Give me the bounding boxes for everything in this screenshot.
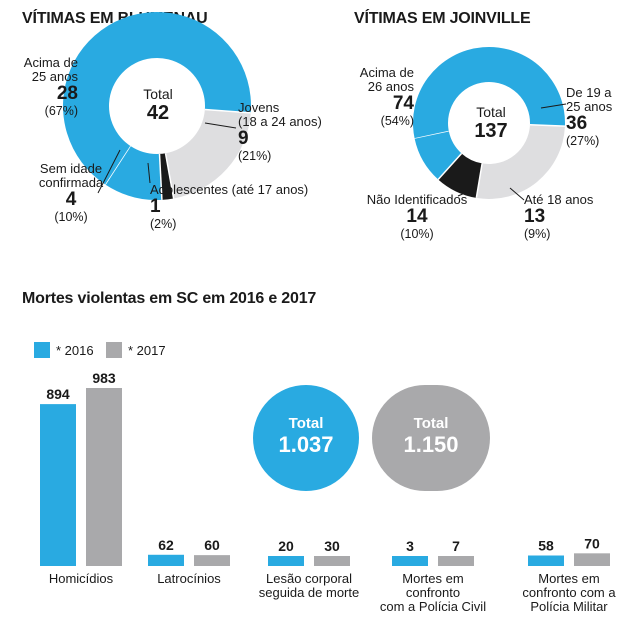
bar-value-label: 894 [46,386,70,402]
blumenau-total-label: Total [143,86,173,102]
bar-value-label: 7 [452,538,460,554]
category-label: Lesão corporal [266,571,352,586]
bar-value-label: 20 [278,538,294,554]
slice-separator [475,163,483,199]
bar [86,388,122,566]
slice-separator [204,108,251,114]
donut-slice [159,153,174,200]
slice-separator [164,153,175,199]
bar-chart-title: Mortes violentas em SC em 2016 e 2017 [22,290,317,307]
joinville-slice-label: De 19 a 25 anos 36 (27%) [566,85,613,149]
bar [528,555,564,566]
blumenau-total-value: 42 [146,102,170,124]
joinville-total-value: 137 [474,120,508,142]
category-label: Mortes em [538,571,599,586]
joinville-total-label: Total [476,104,506,120]
bar-value-label: 70 [584,535,600,551]
bar [194,555,230,566]
total-2017-circle: Total 1.150 [372,385,490,491]
joinville-title: VÍTIMAS EM JOINVILLE [354,10,531,27]
legend-item-2016: * 2016 [34,342,94,358]
joinville-slice-label: Acima de 26 anos 74 (54%) [359,65,414,129]
bar-value-label: 3 [406,538,414,554]
joinville-slice-label: Não Identificados 14 (10%) [366,192,468,242]
legend-swatch [34,342,50,358]
total-2017-value: 1.150 [403,432,459,457]
category-label: confronto [406,585,460,600]
leader-line [509,187,525,201]
blumenau-slice-label: Acima de 25 anos 28 (67%) [23,55,78,119]
leader-line [204,122,237,129]
donut-slice [438,153,483,198]
leader-line [147,162,151,184]
bar [40,404,76,566]
donut-slice [63,12,252,185]
slice-separator [529,123,565,127]
total-2016-circle: Total 1.037 [253,385,359,491]
slice-separator [158,153,163,200]
bar [438,556,474,566]
slice-separator [437,152,463,180]
category-label: seguida de morte [259,585,359,600]
leader-line [540,103,567,109]
bar-value-label: 983 [92,370,116,386]
joinville-slice-label: Até 18 anos 13 (9%) [524,192,594,242]
bar-value-label: 30 [324,538,340,554]
total-2016-label: Total [288,415,324,432]
total-2016-value: 1.037 [278,432,334,457]
category-label: Homicídios [49,571,114,586]
donut-slice [105,146,162,200]
blumenau-slice-label: Jovens (18 a 24 anos) 9 (21%) [238,100,322,164]
donut-slice [165,109,251,199]
bar [574,553,610,566]
bar-value-label: 60 [204,537,220,553]
blumenau-slice-label: Adolescentes (até 17 anos) 1 (2%) [150,182,309,232]
category-label: confronto com a [522,585,616,600]
category-label: Mortes em [402,571,463,586]
leader-line [97,149,121,194]
bar-value-label: 62 [158,537,174,553]
donut-slice [476,124,565,200]
category-label: com a Polícia Civil [380,599,486,614]
bar-value-label: 58 [538,537,554,553]
total-2017-label: Total [413,415,449,432]
bar [268,556,304,566]
bar [314,556,350,566]
donut-slice [413,46,565,139]
legend-swatch [106,342,122,358]
category-label: Latrocínios [157,571,221,586]
blumenau-slice-label: Sem idade confirmada 4 (10%) [38,161,104,225]
leader-line [457,189,473,197]
bar [392,556,428,566]
legend-item-2017: * 2017 [106,342,166,358]
donut-slice [414,131,462,180]
category-label: Polícia Militar [530,599,608,614]
bar [148,554,184,566]
